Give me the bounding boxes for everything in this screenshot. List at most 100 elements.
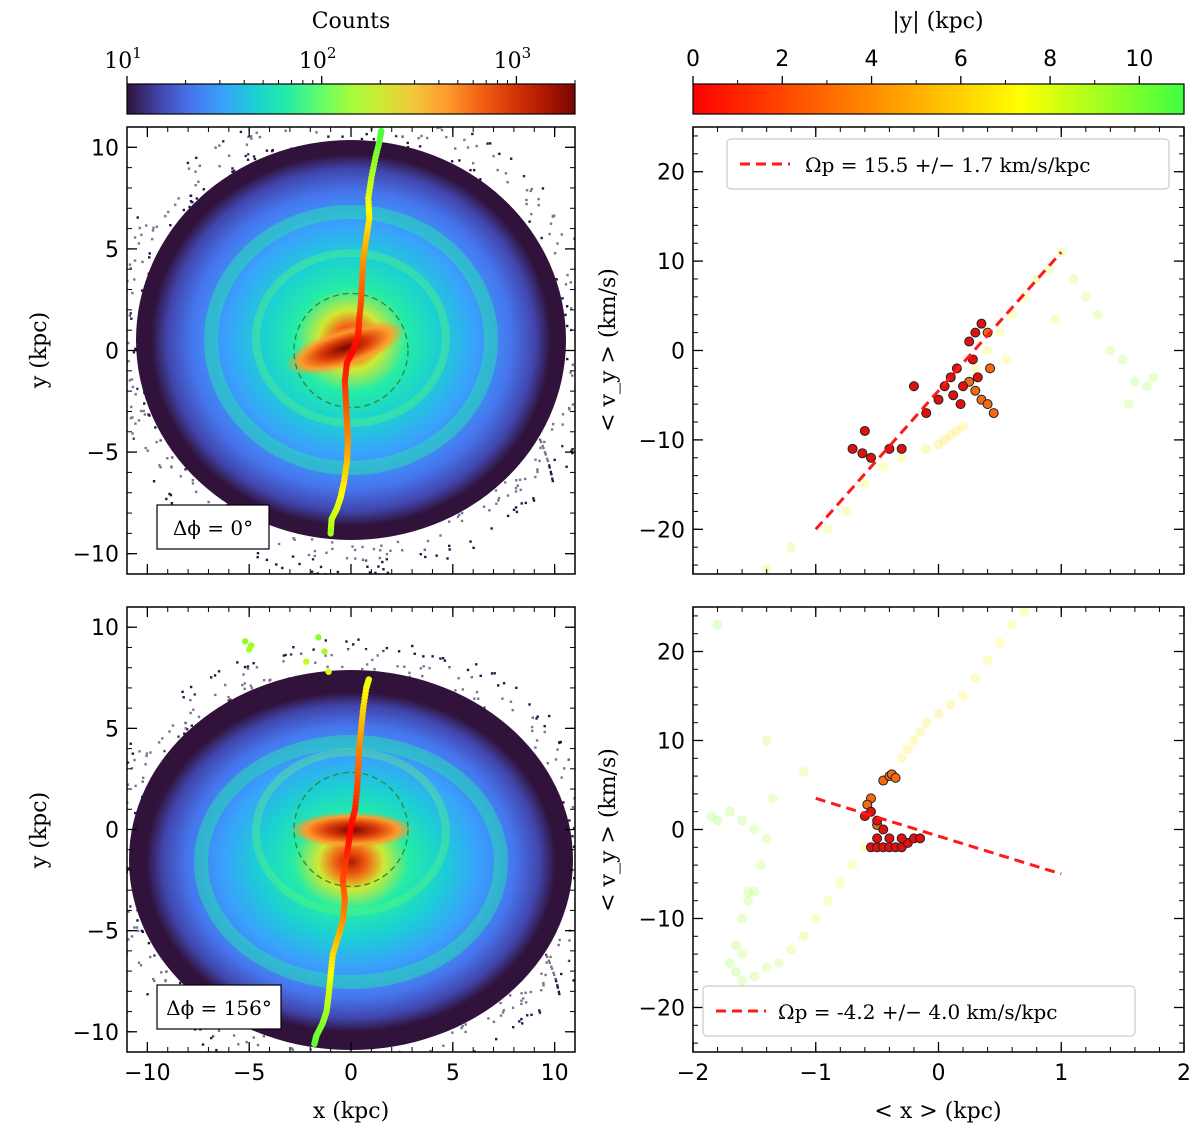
halo-pixel (227, 154, 231, 157)
outer-point (743, 895, 754, 906)
outer-point (786, 542, 797, 553)
halo-pixel (545, 961, 548, 964)
outer-point (921, 443, 932, 454)
halo-pixel (111, 287, 113, 289)
halo-pixel (464, 1030, 467, 1034)
halo-pixel (552, 971, 555, 975)
halo-pixel (119, 379, 121, 381)
halo-pixel (558, 741, 561, 744)
halo-pixel (479, 674, 482, 678)
counts-tick-label: 103 (494, 44, 532, 74)
ridge-point (378, 127, 385, 135)
x-axis-tick-label: 10 (541, 1061, 569, 1086)
halo-pixel (297, 1072, 299, 1074)
halo-pixel (401, 135, 404, 138)
halo-pixel (556, 242, 559, 245)
halo-pixel (152, 480, 156, 483)
halo-pixel (194, 184, 197, 187)
halo-pixel (572, 979, 575, 982)
halo-pixel (439, 534, 442, 537)
halo-pixel (135, 926, 139, 929)
outer-point (767, 793, 778, 804)
halo-pixel (351, 643, 355, 646)
y-axis-tick-label: 0 (105, 819, 119, 844)
halo-pixel (470, 676, 474, 679)
halo-pixel (519, 488, 522, 492)
halo-pixel (591, 898, 593, 900)
halo-pixel (571, 374, 574, 377)
halo-pixel (265, 149, 269, 152)
panel-bottom-left: −10 −5 0 5 10 −10 −5 0 5 10 Δϕ = 156° (73, 606, 593, 1086)
halo-pixel (539, 440, 543, 444)
halo-pixel (572, 826, 575, 830)
halo-pixel (324, 639, 327, 642)
halo-pixel (591, 291, 593, 293)
halo-pixel (311, 558, 315, 561)
halo-pixel (112, 403, 114, 405)
halo-pixel (120, 879, 122, 881)
ylabel-bottom-left: y (kpc) (27, 792, 52, 869)
halo-pixel (265, 558, 269, 562)
halo-pixel (214, 693, 217, 697)
halo-pixel (330, 541, 334, 544)
halo-pixel (488, 509, 491, 512)
halo-pixel (256, 555, 259, 559)
halo-pixel (520, 992, 523, 995)
halo-pixel (576, 365, 578, 367)
halo-pixel (118, 763, 120, 765)
halo-pixel (422, 665, 425, 668)
x-axis-tick-label: 0 (932, 1061, 946, 1086)
halo-pixel (124, 814, 126, 816)
halo-pixel (360, 137, 364, 141)
counts-tick-label: 101 (104, 44, 142, 74)
halo-pixel (223, 683, 227, 687)
halo-pixel (245, 143, 249, 146)
halo-pixel (292, 123, 294, 125)
density-map-bottom (94, 607, 593, 1074)
halo-pixel (583, 287, 585, 289)
inner-point (859, 425, 870, 436)
halo-pixel (531, 729, 534, 733)
halo-pixel (129, 416, 133, 420)
halo-pixel (460, 1026, 463, 1030)
halo-pixel (385, 116, 387, 118)
halo-pixel (493, 672, 496, 675)
halo-pixel (131, 752, 135, 755)
halo-pixel (148, 252, 151, 255)
halo-pixel (571, 834, 574, 838)
halo-pixel (345, 557, 349, 560)
halo-pixel (141, 260, 144, 264)
outer-point (730, 940, 741, 951)
halo-pixel (247, 135, 250, 139)
halo-pixel (521, 1022, 524, 1025)
halo-pixel (94, 841, 96, 843)
halo-pixel (553, 251, 557, 255)
halo-pixel (501, 1011, 505, 1014)
halo-pixel (475, 144, 478, 148)
outer-point (1123, 399, 1134, 410)
halo-pixel (553, 458, 556, 462)
halo-pixel (277, 542, 281, 546)
halo-pixel (191, 201, 194, 204)
halo-pixel (292, 537, 295, 540)
halo-pixel (504, 481, 507, 484)
halo-pixel (315, 131, 318, 134)
halo-pixel (591, 794, 593, 796)
counts-colorbar-bar (126, 83, 576, 115)
halo-pixel (118, 882, 120, 884)
halo-pixel (341, 135, 344, 138)
halo-pixel (140, 289, 144, 292)
annotation-bottom: Δϕ = 156° (166, 996, 272, 1020)
halo-pixel (256, 552, 260, 555)
halo-pixel (382, 568, 385, 571)
halo-pixel (426, 1058, 428, 1060)
halo-pixel (100, 916, 102, 918)
halo-pixel (385, 646, 389, 650)
legend-text-bottom: Ωp = -4.2 +/− 4.0 km/s/kpc (778, 1000, 1058, 1024)
counts-colorbar-title: Counts (312, 9, 391, 34)
halo-pixel (420, 134, 423, 138)
halo-pixel (211, 1034, 215, 1038)
halo-pixel (386, 571, 390, 574)
halo-pixel (287, 123, 289, 125)
halo-pixel (310, 538, 314, 541)
